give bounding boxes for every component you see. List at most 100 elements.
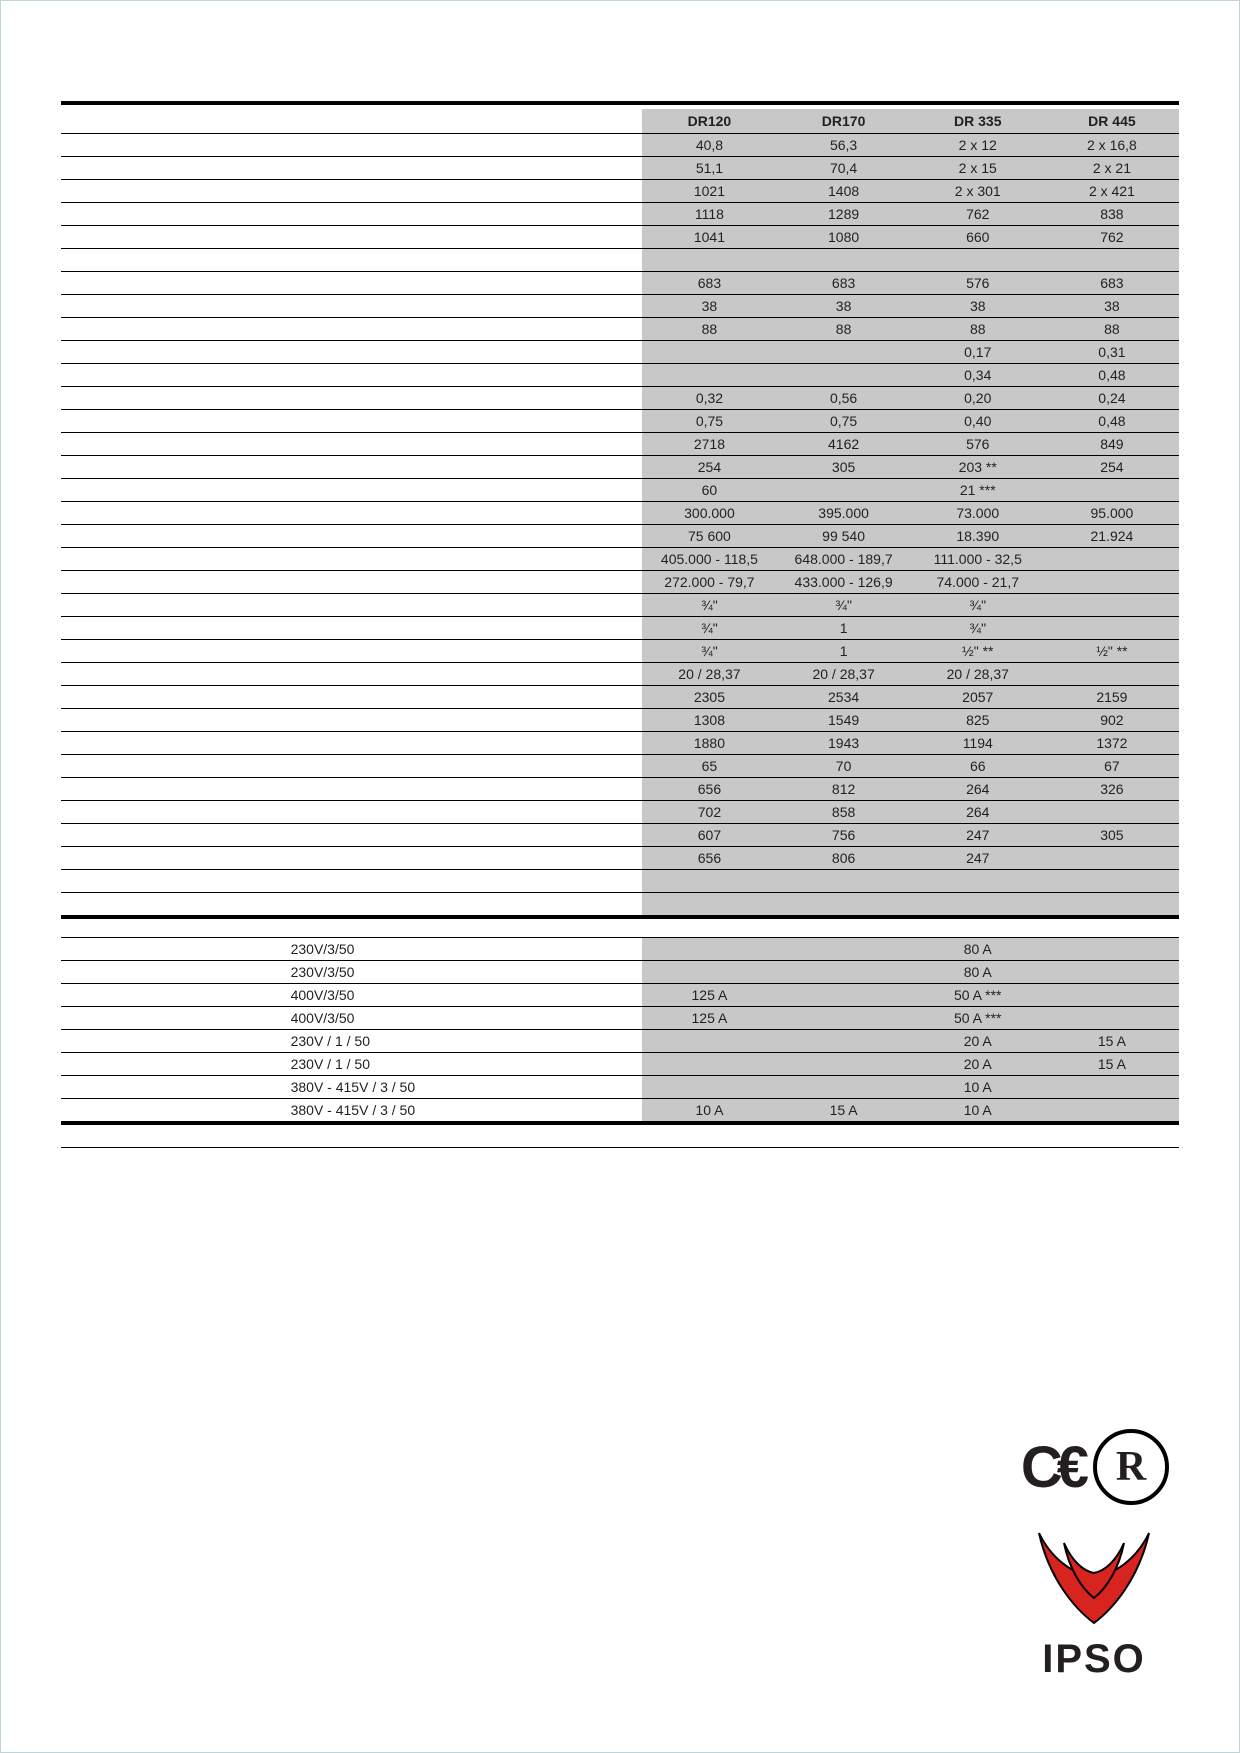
data-cell: 2534 xyxy=(777,686,911,709)
elec-cell: 80 A xyxy=(911,938,1045,961)
row-label xyxy=(61,249,642,272)
data-cell: 1549 xyxy=(777,709,911,732)
data-cell: 73.000 xyxy=(911,502,1045,525)
data-cell xyxy=(1045,617,1179,640)
data-cell: 0,32 xyxy=(642,387,776,410)
row-label xyxy=(61,640,642,663)
data-cell: ½" ** xyxy=(911,640,1045,663)
elec-cell xyxy=(642,938,776,961)
table-row: 75 60099 54018.39021.924 xyxy=(61,525,1179,548)
voltage-label: 400V/3/50 xyxy=(285,1007,643,1030)
data-cell: 762 xyxy=(911,203,1045,226)
data-cell: 254 xyxy=(1045,456,1179,479)
elec-pre xyxy=(61,1053,285,1076)
data-cell: 0,40 xyxy=(911,410,1045,433)
data-cell: 1021 xyxy=(642,180,776,203)
data-cell: 2 x 16,8 xyxy=(1045,134,1179,157)
brand-name: IPSO xyxy=(1019,1637,1169,1682)
data-cell xyxy=(911,870,1045,893)
data-cell: 1308 xyxy=(642,709,776,732)
data-cell: 20 / 28,37 xyxy=(911,663,1045,686)
voltage-label: 230V/3/50 xyxy=(285,961,643,984)
data-cell: 1041 xyxy=(642,226,776,249)
data-cell: 2159 xyxy=(1045,686,1179,709)
table-row xyxy=(61,870,1179,893)
row-label xyxy=(61,732,642,755)
data-cell xyxy=(642,341,776,364)
table-row: 65706667 xyxy=(61,755,1179,778)
row-label xyxy=(61,525,642,548)
row-label xyxy=(61,870,642,893)
col-header: DR120 xyxy=(642,109,776,134)
data-cell: 40,8 xyxy=(642,134,776,157)
row-label xyxy=(61,893,642,918)
data-cell xyxy=(1045,870,1179,893)
data-cell: 2057 xyxy=(911,686,1045,709)
page: DR120 DR170 DR 335 DR 445 40,856,32 x 12… xyxy=(0,0,1240,1753)
data-cell xyxy=(911,249,1045,272)
row-label xyxy=(61,617,642,640)
data-cell: 0,20 xyxy=(911,387,1045,410)
row-label xyxy=(61,847,642,870)
voltage-label: 380V - 415V / 3 / 50 xyxy=(285,1076,643,1099)
elec-cell xyxy=(642,1076,776,1099)
data-cell xyxy=(777,249,911,272)
data-cell: 405.000 - 118,5 xyxy=(642,548,776,571)
elec-pre xyxy=(61,1099,285,1124)
data-cell: 88 xyxy=(1045,318,1179,341)
elec-cell xyxy=(777,1053,911,1076)
data-cell: 2 x 12 xyxy=(911,134,1045,157)
elec-pre xyxy=(61,1076,285,1099)
data-cell: 2 x 15 xyxy=(911,157,1045,180)
table-row: 300.000395.00073.00095.000 xyxy=(61,502,1179,525)
table-row: 6021 *** xyxy=(61,479,1179,502)
data-cell xyxy=(777,893,911,918)
data-cell: 0,56 xyxy=(777,387,911,410)
elec-cell: 50 A *** xyxy=(911,1007,1045,1030)
row-label xyxy=(61,203,642,226)
data-cell xyxy=(777,479,911,502)
electrical-table: 230V/3/5080 A230V/3/5080 A400V/3/50125 A… xyxy=(61,937,1179,1148)
data-cell: 2718 xyxy=(642,433,776,456)
row-label xyxy=(61,502,642,525)
row-label xyxy=(61,456,642,479)
data-cell: 2305 xyxy=(642,686,776,709)
data-cell xyxy=(642,893,776,918)
elec-cell: 20 A xyxy=(911,1030,1045,1053)
elec-cell xyxy=(1045,961,1179,984)
data-cell: 254 xyxy=(642,456,776,479)
data-cell xyxy=(642,364,776,387)
data-cell: 65 xyxy=(642,755,776,778)
data-cell: 806 xyxy=(777,847,911,870)
row-label xyxy=(61,594,642,617)
data-cell: 51,1 xyxy=(642,157,776,180)
elec-cell: 20 A xyxy=(911,1053,1045,1076)
data-cell: 683 xyxy=(642,272,776,295)
data-cell: 4162 xyxy=(777,433,911,456)
table-row: 656812264326 xyxy=(61,778,1179,801)
elec-bottom-bar xyxy=(61,1123,1179,1148)
row-label xyxy=(61,134,642,157)
table-row: 20 / 28,3720 / 28,3720 / 28,37 xyxy=(61,663,1179,686)
elec-cell xyxy=(1045,1076,1179,1099)
voltage-label: 400V/3/50 xyxy=(285,984,643,1007)
data-cell: 0,17 xyxy=(911,341,1045,364)
data-cell: 203 ** xyxy=(911,456,1045,479)
data-cell xyxy=(1045,663,1179,686)
data-cell: 111.000 - 32,5 xyxy=(911,548,1045,571)
cert-row: C€ R xyxy=(1019,1429,1169,1505)
elec-cell: 125 A xyxy=(642,984,776,1007)
table-row: 272.000 - 79,7433.000 - 126,974.000 - 21… xyxy=(61,571,1179,594)
table-row: ¾"1¾" xyxy=(61,617,1179,640)
logo-block: C€ R IPSO xyxy=(1019,1429,1169,1682)
row-label xyxy=(61,295,642,318)
elec-cell xyxy=(777,1076,911,1099)
elec-cell xyxy=(777,1030,911,1053)
data-cell: 95.000 xyxy=(1045,502,1179,525)
data-cell: 683 xyxy=(777,272,911,295)
elec-row: 230V / 1 / 5020 A15 A xyxy=(61,1053,1179,1076)
row-label xyxy=(61,663,642,686)
row-label xyxy=(61,801,642,824)
elec-cell xyxy=(642,1053,776,1076)
elec-cell: 50 A *** xyxy=(911,984,1045,1007)
